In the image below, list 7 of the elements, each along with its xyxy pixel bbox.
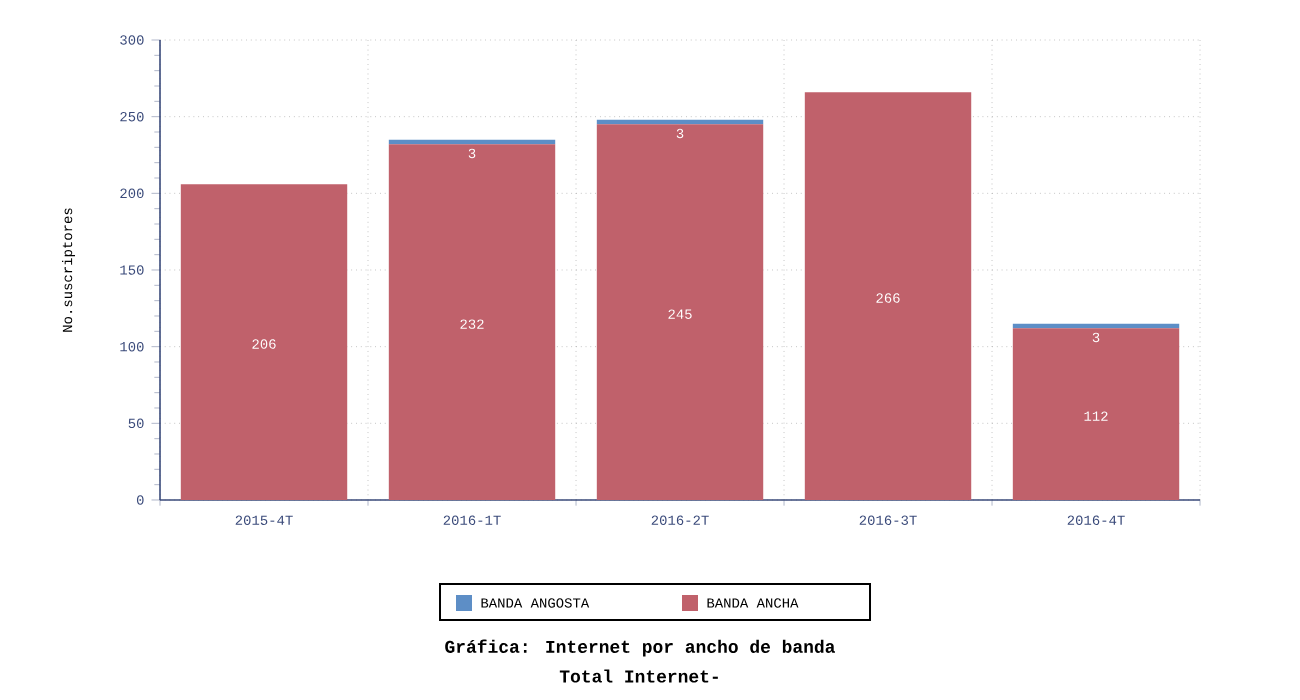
bar xyxy=(804,92,972,500)
bar xyxy=(1012,328,1180,500)
text: Total Internet- xyxy=(559,669,718,683)
text: Gráfica: Internet por ancho de banda xyxy=(445,639,835,657)
bar xyxy=(596,124,764,500)
bar xyxy=(180,184,348,500)
bar xyxy=(388,144,556,500)
